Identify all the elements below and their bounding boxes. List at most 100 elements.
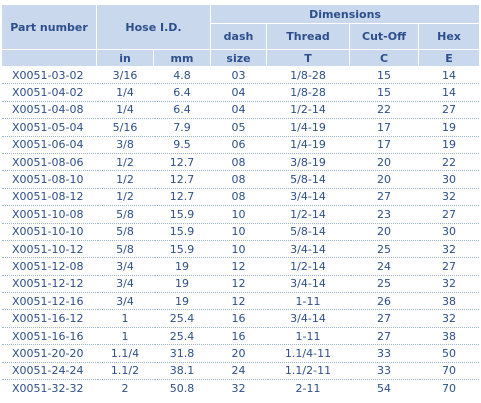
cell-dash-size: 12 [210,275,267,294]
cell-cutoff: 33 [349,362,419,381]
cell-hex: 38 [417,292,481,311]
cell-thread: 3/4-14 [266,275,350,294]
cell-dash-size: 32 [210,379,267,397]
cell-hose-id-in: 1 [96,327,154,346]
cell-hex: 19 [417,118,481,137]
cell-hose-id-mm: 15.9 [153,205,211,224]
cell-part-number: X0051-16-12 [1,309,97,328]
cell-cutoff: 54 [349,379,419,397]
cell-dash-size: 10 [210,240,267,259]
cell-thread: 1/8-28 [266,66,350,85]
cell-dash-size: 20 [210,344,267,363]
cell-hose-id-in: 5/8 [96,240,154,259]
table-row: X0051-20-20 1.1/4 31.8 20 1.1/4-11 33 50 [1,344,481,363]
cell-hose-id-in: 1/4 [96,101,154,120]
cell-dash-size: 05 [210,118,267,137]
cell-hex: 27 [417,257,481,276]
table-row: X0051-12-08 3/4 19 12 1/2-14 24 27 [1,257,481,276]
cell-part-number: X0051-06-04 [1,136,97,154]
cell-dash-size: 10 [210,205,267,224]
cell-part-number: X0051-12-12 [1,275,97,294]
cell-thread: 1/4-19 [266,136,350,154]
cell-cutoff: 26 [349,292,419,311]
cell-part-number: X0051-04-08 [1,101,97,120]
cell-hose-id-mm: 6.4 [153,101,211,120]
table-row: X0051-10-12 5/8 15.9 10 3/4-14 25 32 [1,240,481,259]
header-thread: Thread [266,23,350,50]
table-row: X0051-16-12 1 25.4 16 3/4-14 27 32 [1,309,481,328]
cell-part-number: X0051-12-08 [1,257,97,276]
cell-dash-size: 12 [210,257,267,276]
cell-hex: 32 [417,188,481,207]
cell-part-number: X0051-08-10 [1,170,97,189]
cell-thread: 1/2-14 [266,257,350,276]
header-in: in [96,49,154,67]
cell-dash-size: 04 [210,101,267,120]
table-header: Part number Hose I.D. Dimensions dash Th… [1,4,481,67]
header-part-blank [1,49,97,67]
cell-part-number: X0051-08-12 [1,188,97,207]
cell-cutoff: 25 [349,275,419,294]
cell-hose-id-mm: 9.5 [153,136,211,154]
cell-hose-id-mm: 25.4 [153,309,211,328]
header-mm: mm [153,49,211,67]
table-row: X0051-08-06 1/2 12.7 08 3/8-19 20 22 [1,153,481,172]
cell-hose-id-mm: 19 [153,275,211,294]
cell-cutoff: 24 [349,257,419,276]
table-body: X0051-03-02 3/16 4.8 03 1/8-28 15 14 X0051-04-0… [1,66,481,397]
cell-part-number: X0051-03-02 [1,66,97,85]
cell-hex: 50 [417,344,481,363]
table-row: X0051-05-04 5/16 7.9 05 1/4-19 17 19 [1,118,481,137]
cell-hose-id-mm: 7.9 [153,118,211,137]
cell-hex: 14 [417,83,481,102]
cell-cutoff: 20 [349,170,419,189]
cell-thread: 3/4-14 [266,240,350,259]
cell-hose-id-in: 1/2 [96,188,154,207]
header-c: C [349,49,419,67]
cell-hex: 14 [417,66,481,85]
cell-cutoff: 27 [349,188,419,207]
cell-thread: 1/8-28 [266,83,350,102]
cell-hose-id-in: 5/8 [96,205,154,224]
cell-hose-id-mm: 6.4 [153,83,211,102]
cell-hose-id-mm: 12.7 [153,170,211,189]
cell-part-number: X0051-08-06 [1,153,97,172]
cell-hex: 38 [417,327,481,346]
cell-hose-id-in: 3/4 [96,257,154,276]
cell-hose-id-mm: 12.7 [153,153,211,172]
table-row: X0051-04-08 1/4 6.4 04 1/2-14 22 27 [1,101,481,120]
table-row: X0051-10-08 5/8 15.9 10 1/2-14 23 27 [1,205,481,224]
header-size: size [210,49,267,67]
table-row: X0051-03-02 3/16 4.8 03 1/8-28 15 14 [1,66,481,85]
table-row: X0051-24-24 1.1/2 38.1 24 1.1/2-11 33 70 [1,362,481,381]
cell-hose-id-in: 1.1/2 [96,362,154,381]
cell-cutoff: 20 [349,223,419,241]
table-row: X0051-12-12 3/4 19 12 3/4-14 25 32 [1,275,481,294]
cell-hose-id-mm: 50.8 [153,379,211,397]
cell-thread: 1.1/2-11 [266,362,350,381]
cell-hose-id-in: 3/4 [96,292,154,311]
cell-part-number: X0051-10-08 [1,205,97,224]
cell-hex: 70 [417,362,481,381]
cell-hose-id-in: 1/2 [96,153,154,172]
fitting-spec-table-wrapper: Part number Hose I.D. Dimensions dash Th… [1,4,481,397]
cell-hose-id-in: 3/4 [96,275,154,294]
cell-part-number: X0051-05-04 [1,118,97,137]
cell-dash-size: 12 [210,292,267,311]
cell-thread: 3/8-19 [266,153,350,172]
table-row: X0051-16-16 1 25.4 16 1-11 27 38 [1,327,481,346]
cell-hose-id-in: 1 [96,309,154,328]
cell-hex: 32 [417,275,481,294]
cell-part-number: X0051-12-16 [1,292,97,311]
header-part-number: Part number [1,4,97,50]
cell-part-number: X0051-20-20 [1,344,97,363]
cell-hex: 32 [417,240,481,259]
cell-dash-size: 08 [210,188,267,207]
cell-thread: 1/4-19 [266,118,350,137]
cell-cutoff: 33 [349,344,419,363]
cell-thread: 3/4-14 [266,309,350,328]
fitting-spec-table: Part number Hose I.D. Dimensions dash Th… [1,4,481,397]
cell-part-number: X0051-16-16 [1,327,97,346]
cell-cutoff: 17 [349,136,419,154]
cell-thread: 5/8-14 [266,223,350,241]
